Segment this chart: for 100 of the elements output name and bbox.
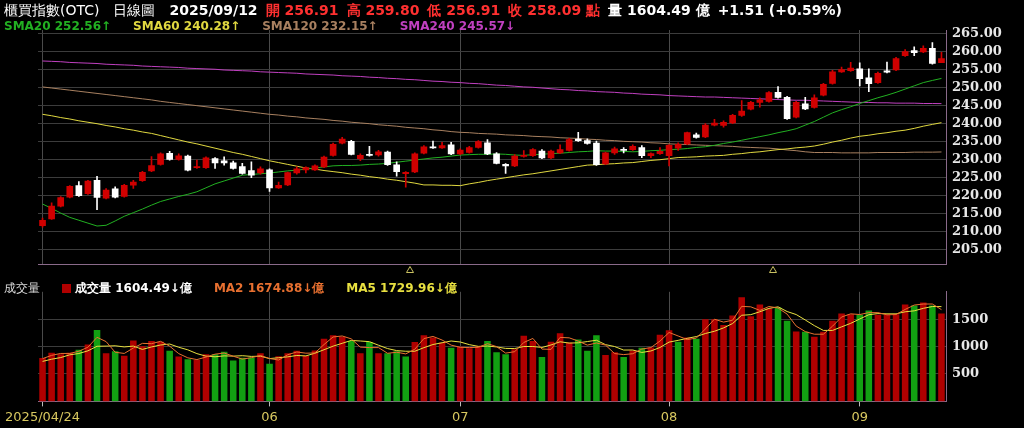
x-tick-label: 06 (261, 408, 278, 424)
bar (502, 354, 509, 402)
bar (57, 354, 64, 402)
text: 高 259.80 (346, 2, 420, 18)
bar (166, 350, 173, 402)
bar (175, 356, 183, 402)
bar (284, 353, 291, 402)
y-tick-label: 230.00 (952, 151, 1002, 167)
text: 開 256.91 (265, 2, 339, 18)
bar (920, 302, 927, 402)
bar (130, 340, 137, 402)
bar (838, 313, 845, 402)
bar (111, 351, 119, 402)
bar (484, 341, 491, 402)
legend-label: 成交量 1604.49↓億 (75, 281, 192, 295)
text: SMA60 240.28↑ (133, 19, 241, 33)
bar (493, 352, 500, 402)
bar (193, 360, 201, 402)
bar (629, 350, 637, 402)
bar (774, 307, 782, 402)
bar (148, 341, 155, 402)
bar (892, 314, 900, 402)
bar (584, 350, 591, 402)
bar (48, 352, 55, 402)
y-tick-label: 215.00 (952, 205, 1002, 221)
y-tick-label: 225.00 (952, 169, 1002, 185)
bar (266, 363, 273, 402)
bar (366, 341, 373, 402)
text: +1.51 (+0.59%) (717, 2, 842, 18)
y-tick-label: 220.00 (952, 187, 1002, 203)
bar (511, 349, 518, 402)
bar (811, 336, 818, 402)
candlestick (574, 132, 582, 142)
chart-title: 成交量 (4, 281, 40, 295)
bar (120, 355, 128, 402)
bar (438, 342, 446, 402)
y-tick-label: 240.00 (952, 115, 1002, 131)
bar (347, 341, 355, 402)
text: SMA120 232.15↑ (262, 19, 378, 33)
bar (620, 357, 627, 402)
bar (447, 347, 455, 402)
bar (239, 357, 246, 402)
text: MA5 1729.96↓億 (346, 281, 457, 295)
bar (593, 335, 600, 402)
bar (847, 314, 854, 402)
bar (702, 319, 709, 402)
bar (248, 357, 255, 402)
bar (738, 297, 745, 402)
x-tick-label: 09 (851, 408, 869, 424)
bar (257, 353, 264, 402)
bar (929, 305, 936, 402)
bar (792, 331, 800, 402)
bar (357, 353, 364, 402)
text: SMA240 245.57↓ (399, 19, 516, 33)
bar (693, 338, 700, 402)
y-tick-label: 265.00 (952, 24, 1002, 40)
y-tick-label: 260.00 (952, 42, 1002, 58)
y-tick-label: 205.00 (952, 241, 1002, 257)
y-tick-label: 245.00 (952, 97, 1002, 113)
bar (384, 353, 391, 402)
bar (765, 308, 773, 402)
y-tick-label: 250.00 (952, 79, 1002, 95)
x-tick-label: 08 (660, 408, 678, 424)
text: 2025/09/12 (169, 2, 258, 18)
bar (184, 359, 192, 402)
bar (729, 315, 736, 402)
bar (674, 341, 682, 402)
bar (39, 358, 46, 402)
bar (375, 353, 382, 402)
bar (747, 316, 755, 402)
candlestick (193, 159, 201, 169)
bar (574, 339, 582, 402)
bar (139, 346, 146, 402)
bar (393, 351, 400, 402)
bar (157, 341, 164, 402)
bar (466, 348, 473, 402)
x-tick-label: 2025/04/24 (5, 408, 81, 424)
bar (611, 352, 618, 402)
bar (475, 346, 482, 402)
y-tick-label: 1000 (952, 337, 989, 353)
bar (302, 355, 310, 402)
y-tick-label: 255.00 (952, 61, 1002, 77)
y-tick-label: 210.00 (952, 223, 1002, 239)
chart-title: 櫃買指數(OTC) (4, 2, 100, 18)
bar (229, 360, 237, 402)
text: 低 256.91 (427, 2, 501, 18)
text: SMA20 252.56↑ (4, 19, 112, 33)
y-tick-label: 1500 (952, 310, 989, 326)
bar (874, 314, 882, 402)
y-tick-label: 235.00 (952, 133, 1002, 149)
candlestick (402, 171, 410, 188)
bar (402, 356, 410, 402)
bar (801, 331, 809, 402)
bar (783, 320, 791, 402)
text: 收 258.09 點 (508, 2, 601, 18)
bar (456, 346, 464, 402)
bar (275, 356, 282, 402)
bar (883, 314, 891, 402)
bar (820, 331, 827, 402)
bar (711, 319, 718, 402)
